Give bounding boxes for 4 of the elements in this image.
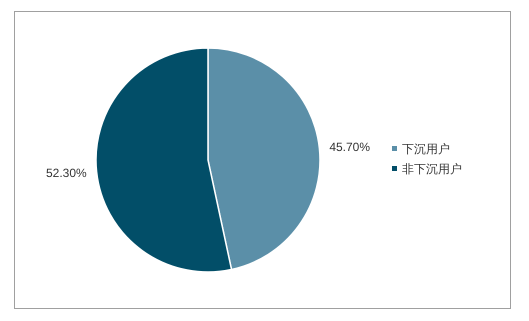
data-label: 52.30%: [46, 166, 88, 180]
data-label: 45.70%: [329, 140, 370, 154]
legend-label: 下沉用户: [402, 142, 450, 156]
legend-label: 非下沉用户: [402, 162, 462, 176]
